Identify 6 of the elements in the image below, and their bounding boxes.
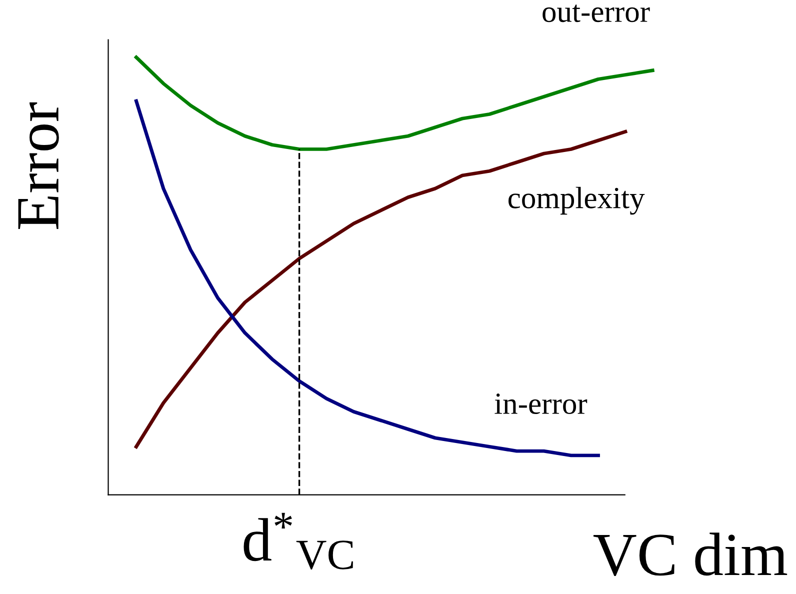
text: d$^{*}$$_{VC}$	[244, 512, 353, 570]
y-axis-title: Error	[18, 102, 59, 230]
series-label: out-error	[542, 4, 650, 22]
x-axis-title: VC dim	[593, 532, 788, 576]
series-label: complexity	[508, 186, 645, 215]
series-label: in-error	[494, 394, 588, 414]
